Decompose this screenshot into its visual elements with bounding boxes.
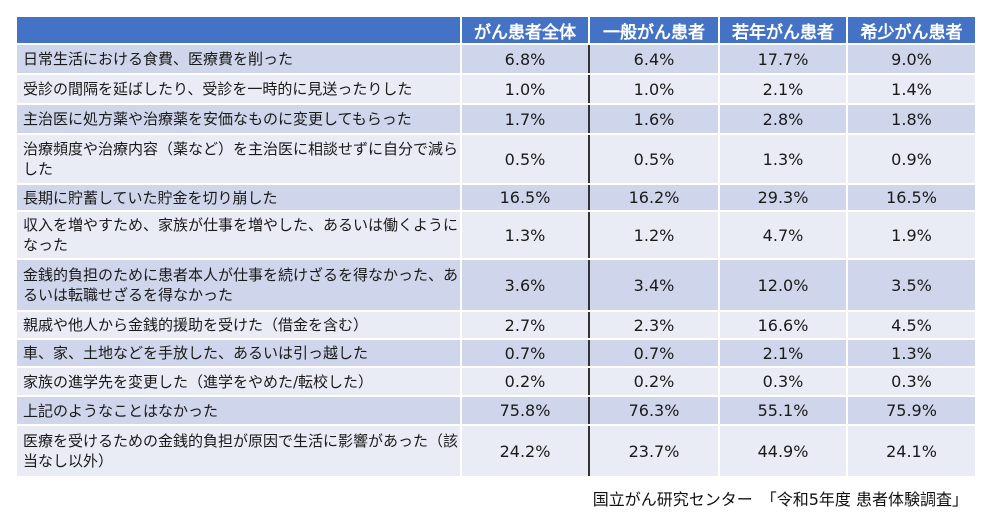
row-label: 収入を増やすため、家族が仕事を増やした、あるいは働くようになった: [15, 210, 462, 260]
header-general-patients: 一般がん患者: [588, 15, 720, 45]
table-row: 主治医に処方薬や治療薬を安価なものに変更してもらった 1.7% 1.6% 2.8% 1.…: [15, 103, 977, 135]
cell-value: 1.0%: [460, 73, 590, 105]
row-label: 受診の間隔を延ばしたり、受診を一時的に見送ったりした: [15, 73, 462, 105]
row-label: 長期に貯蓄していた貯金を切り崩した: [15, 183, 462, 212]
cell-value: 16.5%: [460, 183, 590, 212]
cell-value: 1.3%: [846, 338, 977, 368]
cell-value: 4.7%: [718, 210, 848, 260]
cell-value: 6.4%: [588, 43, 720, 75]
cell-value: 0.5%: [588, 133, 720, 185]
header-row: がん患者全体 一般がん患者 若年がん患者 希少がん患者: [15, 15, 977, 45]
cell-value: 1.3%: [460, 210, 590, 260]
cell-value: 4.5%: [846, 310, 977, 340]
cell-value: 0.2%: [460, 366, 590, 397]
row-label: 家族の進学先を変更した（進学をやめた/転校した）: [15, 366, 462, 397]
cell-value: 75.8%: [460, 395, 590, 426]
cell-value: 29.3%: [718, 183, 848, 212]
row-label: 親戚や他人から金銭的援助を受けた（借金を含む）: [15, 310, 462, 340]
table-row: 日常生活における食費、医療費を削った 6.8% 6.4% 17.7% 9.0%: [15, 43, 977, 75]
cell-value: 3.4%: [588, 258, 720, 312]
header-all-patients: がん患者全体: [460, 15, 590, 45]
cell-value: 17.7%: [718, 43, 848, 75]
row-label: 医療を受けるための金銭的負担が原因で生活に影響があった（該当なし以外）: [15, 424, 462, 478]
cell-value: 1.3%: [718, 133, 848, 185]
row-label: 主治医に処方薬や治療薬を安価なものに変更してもらった: [15, 103, 462, 135]
cell-value: 1.7%: [460, 103, 590, 135]
row-label: 治療頻度や治療内容（薬など）を主治医に相談せずに自分で減らした: [15, 133, 462, 185]
cell-value: 44.9%: [718, 424, 848, 478]
table-row: 上記のようなことはなかった 75.8% 76.3% 55.1% 75.9%: [15, 395, 977, 426]
cell-value: 6.8%: [460, 43, 590, 75]
cell-value: 0.2%: [588, 366, 720, 397]
header-blank: [15, 15, 462, 45]
cell-value: 12.0%: [718, 258, 848, 312]
cell-value: 0.9%: [846, 133, 977, 185]
table-row: 車、家、土地などを手放した、あるいは引っ越した 0.7% 0.7% 2.1% 1.3%: [15, 338, 977, 368]
cell-value: 2.1%: [718, 73, 848, 105]
table-row: 収入を増やすため、家族が仕事を増やした、あるいは働くようになった 1.3% 1.2%…: [15, 210, 977, 260]
cell-value: 1.0%: [588, 73, 720, 105]
cell-value: 3.6%: [460, 258, 590, 312]
table-row: 金銭的負担のために患者本人が仕事を続けざるを得なかった、あるいは転職せざるを得な…: [15, 258, 977, 312]
cell-value: 1.4%: [846, 73, 977, 105]
cell-value: 1.9%: [846, 210, 977, 260]
row-label: 上記のようなことはなかった: [15, 395, 462, 426]
table-row: 親戚や他人から金銭的援助を受けた（借金を含む） 2.7% 2.3% 16.6% 4.5%: [15, 310, 977, 340]
cell-value: 0.3%: [718, 366, 848, 397]
cell-value: 9.0%: [846, 43, 977, 75]
cell-value: 16.6%: [718, 310, 848, 340]
cell-value: 16.2%: [588, 183, 720, 212]
cell-value: 24.2%: [460, 424, 590, 478]
cell-value: 76.3%: [588, 395, 720, 426]
source-caption: 国立がん研究センター 「令和5年度 患者体験調査」: [592, 490, 968, 509]
cell-value: 75.9%: [846, 395, 977, 426]
row-label: 日常生活における食費、医療費を削った: [15, 43, 462, 75]
cell-value: 1.2%: [588, 210, 720, 260]
table-row: 受診の間隔を延ばしたり、受診を一時的に見送ったりした 1.0% 1.0% 2.1% 1.…: [15, 73, 977, 105]
cell-value: 2.3%: [588, 310, 720, 340]
table-row: 治療頻度や治療内容（薬など）を主治医に相談せずに自分で減らした 0.5% 0.5% 1…: [15, 133, 977, 185]
cell-value: 1.8%: [846, 103, 977, 135]
cell-value: 2.1%: [718, 338, 848, 368]
cell-value: 1.6%: [588, 103, 720, 135]
cell-value: 55.1%: [718, 395, 848, 426]
cell-value: 0.3%: [846, 366, 977, 397]
table-row: 医療を受けるための金銭的負担が原因で生活に影響があった（該当なし以外） 24.2%…: [15, 424, 977, 478]
cell-value: 24.1%: [846, 424, 977, 478]
cell-value: 0.7%: [588, 338, 720, 368]
cell-value: 2.7%: [460, 310, 590, 340]
cell-value: 3.5%: [846, 258, 977, 312]
header-rare-patients: 希少がん患者: [846, 15, 977, 45]
cell-value: 0.5%: [460, 133, 590, 185]
cell-value: 0.7%: [460, 338, 590, 368]
cell-value: 2.8%: [718, 103, 848, 135]
row-label: 車、家、土地などを手放した、あるいは引っ越した: [15, 338, 462, 368]
cell-value: 23.7%: [588, 424, 720, 478]
survey-table: がん患者全体 一般がん患者 若年がん患者 希少がん患者 日常生活における食費、医…: [15, 15, 977, 478]
table-row: 家族の進学先を変更した（進学をやめた/転校した） 0.2% 0.2% 0.3% 0.3%: [15, 366, 977, 397]
row-label: 金銭的負担のために患者本人が仕事を続けざるを得なかった、あるいは転職せざるを得な…: [15, 258, 462, 312]
table-row: 長期に貯蓄していた貯金を切り崩した 16.5% 16.2% 29.3% 16.5%: [15, 183, 977, 212]
header-young-patients: 若年がん患者: [718, 15, 848, 45]
cell-value: 16.5%: [846, 183, 977, 212]
